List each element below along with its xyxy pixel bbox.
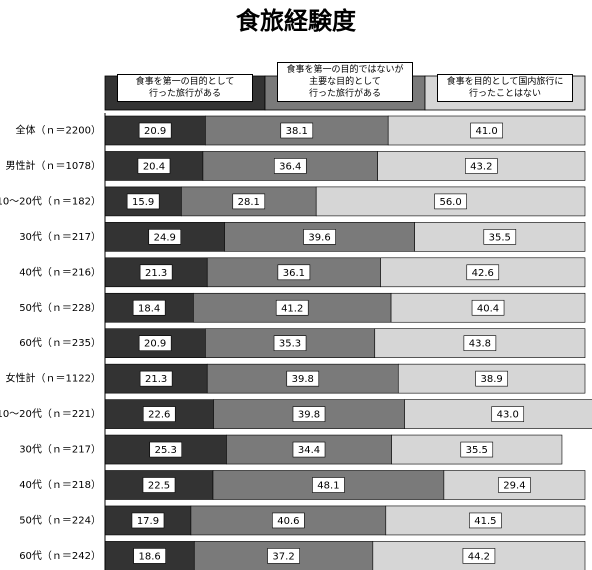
value-label: 34.4 — [298, 445, 320, 456]
value-label-box — [275, 299, 309, 316]
value-label-box — [491, 406, 525, 422]
value-label: 39.8 — [292, 374, 314, 385]
y-tick-label: 10～20代（ｎ＝221） — [0, 408, 101, 420]
value-label-box — [460, 441, 494, 458]
value-label: 40.6 — [277, 516, 299, 527]
value-label: 22.6 — [148, 410, 170, 421]
value-label-box — [149, 441, 183, 458]
value-label: 17.9 — [137, 516, 159, 527]
value-label: 20.4 — [143, 161, 165, 172]
value-label-box — [131, 512, 165, 529]
value-label: 43.2 — [470, 161, 492, 172]
value-label-box — [286, 370, 320, 387]
value-label-box — [138, 335, 172, 352]
value-label-box — [133, 548, 166, 564]
value-label-box — [498, 477, 531, 493]
chart-title: 食旅経験度 — [236, 7, 357, 35]
value-label: 39.8 — [298, 410, 320, 421]
value-label-box — [139, 370, 173, 387]
value-label: 56.0 — [439, 197, 461, 208]
y-tick-label: 女性計（ｎ＝1122） — [6, 372, 101, 385]
value-label-box — [434, 193, 467, 210]
value-label: 24.9 — [154, 232, 176, 243]
value-label-box — [273, 335, 307, 352]
value-label: 29.4 — [503, 481, 525, 492]
value-label: 41.0 — [475, 126, 497, 137]
value-label: 38.1 — [286, 126, 308, 137]
value-label: 15.9 — [132, 197, 154, 208]
value-label: 20.9 — [144, 339, 166, 350]
value-label-box — [466, 264, 500, 281]
value-label-box — [280, 122, 314, 139]
legend-label: 食事を目的として国内旅行に 行ったことはない — [437, 74, 573, 102]
value-label-box — [132, 299, 166, 316]
value-label-box — [303, 229, 336, 245]
value-label-box — [138, 122, 172, 139]
value-label: 48.1 — [317, 481, 339, 492]
value-label-box — [273, 158, 307, 174]
value-label: 39.6 — [308, 232, 330, 243]
value-label: 40.4 — [477, 303, 499, 314]
y-tick-label: 60代（ｎ＝235） — [19, 337, 101, 349]
value-label-box — [267, 548, 300, 564]
value-label-box — [462, 548, 496, 564]
value-label-box — [277, 264, 311, 281]
value-label-box — [312, 477, 345, 493]
value-label: 18.6 — [139, 551, 161, 562]
y-tick-label: 10～20代（ｎ＝182） — [0, 195, 101, 207]
value-label-box — [137, 158, 171, 174]
value-label: 20.9 — [144, 126, 166, 137]
value-label-box — [469, 512, 502, 529]
value-label-box — [126, 193, 160, 210]
value-label-box — [292, 406, 326, 422]
value-label-box — [470, 122, 503, 139]
value-label-box — [142, 406, 176, 422]
value-label-box — [471, 299, 505, 316]
value-label: 35.5 — [466, 445, 488, 456]
value-label: 42.6 — [472, 268, 494, 279]
value-label: 43.8 — [469, 339, 491, 350]
value-label-box — [148, 229, 182, 245]
value-label-box — [465, 158, 498, 174]
value-label-box — [232, 193, 266, 210]
value-label-box — [272, 512, 305, 529]
value-label: 28.1 — [238, 197, 260, 208]
value-label: 37.2 — [272, 551, 294, 562]
bar-segment — [205, 328, 376, 359]
y-tick-label: 50代（ｎ＝224） — [19, 514, 101, 526]
value-label: 41.2 — [281, 303, 303, 314]
value-label: 18.4 — [138, 303, 160, 314]
y-tick-label: 全体（ｎ＝2200） — [16, 124, 101, 137]
y-tick-label: 60代（ｎ＝242） — [19, 550, 101, 562]
value-label: 44.2 — [468, 551, 490, 562]
y-tick-label: 30代（ｎ＝217） — [19, 231, 101, 243]
value-label: 41.5 — [474, 516, 496, 527]
value-label: 35.5 — [489, 232, 511, 243]
value-label: 22.5 — [148, 481, 170, 492]
value-label-box — [292, 441, 326, 458]
value-label-box — [463, 335, 497, 352]
value-label: 25.3 — [155, 445, 177, 456]
value-label: 21.3 — [145, 268, 167, 279]
y-tick-label: 40代（ｎ＝218） — [19, 479, 101, 491]
value-label: 43.0 — [497, 410, 519, 421]
value-label: 36.4 — [279, 161, 301, 172]
value-label: 38.9 — [481, 374, 503, 385]
y-tick-label: 30代（ｎ＝217） — [19, 444, 101, 456]
value-label: 35.3 — [279, 339, 301, 350]
value-label: 36.1 — [283, 268, 305, 279]
y-tick-label: 男性計（ｎ＝1078） — [6, 159, 101, 172]
value-label-box — [139, 264, 173, 281]
value-label-box — [475, 370, 508, 387]
value-label-box — [142, 477, 176, 493]
value-label: 21.3 — [145, 374, 167, 385]
y-tick-label: 40代（ｎ＝216） — [19, 266, 101, 278]
y-tick-label: 50代（ｎ＝228） — [19, 302, 101, 314]
value-label-box — [483, 229, 517, 245]
legend-label: 食事を第一の目的として 行った旅行がある — [117, 74, 253, 102]
legend-label: 食事を第一の目的ではないが 主要な目的として 行った旅行がある — [277, 62, 413, 102]
